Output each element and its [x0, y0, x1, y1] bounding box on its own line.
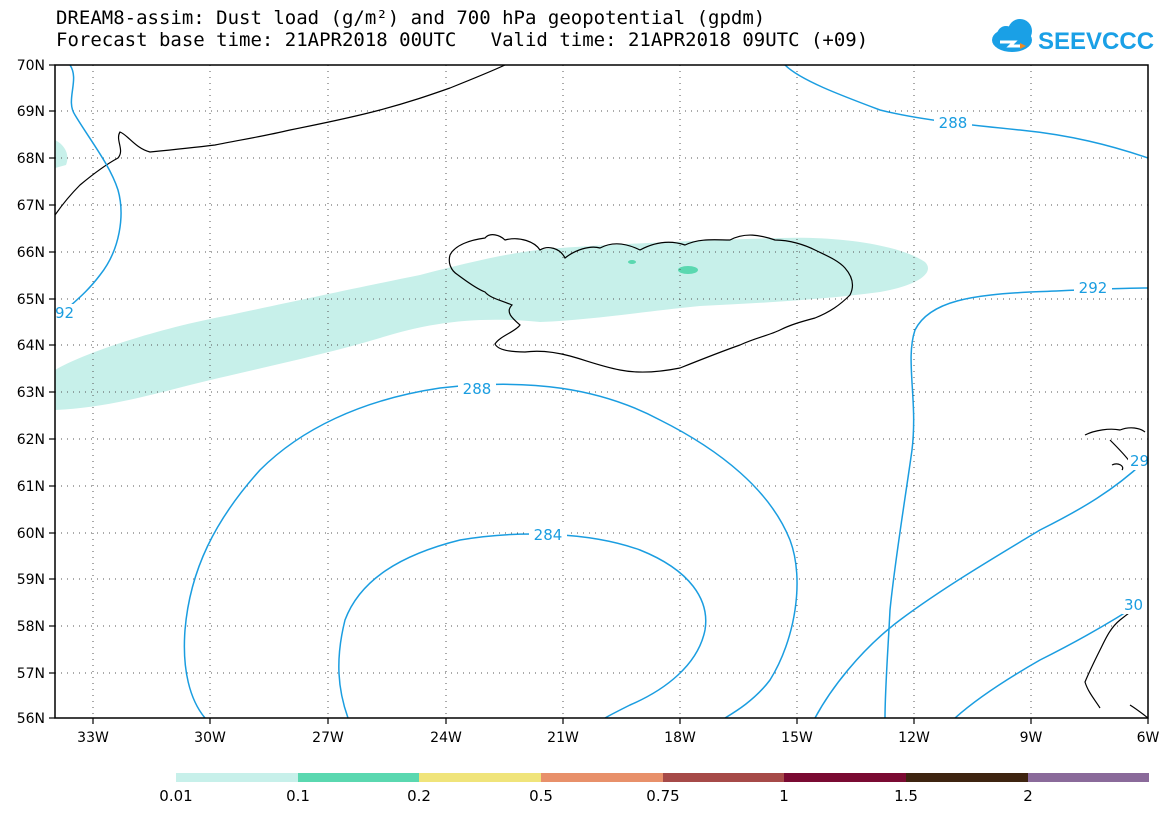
colorbar-segment: [784, 773, 906, 782]
dust-spot-mid-small: [628, 260, 636, 264]
dust-spot-mid: [678, 266, 698, 274]
cloud-icon: [992, 19, 1032, 52]
lat-label: 63N: [17, 385, 45, 401]
lat-label: 58N: [17, 619, 45, 635]
dust-patch-arctic: [55, 140, 68, 168]
lat-label: 68N: [17, 151, 45, 167]
lat-label: 61N: [17, 479, 45, 495]
colorbar-label: 0.75: [646, 787, 679, 805]
contour-label-288-south: 288: [458, 380, 496, 398]
lon-label: 6W: [1137, 730, 1160, 746]
lon-label: 21W: [547, 730, 579, 746]
lat-label: 70N: [17, 58, 45, 74]
svg-text:288: 288: [939, 114, 968, 132]
lon-label: 18W: [664, 730, 696, 746]
contour-label-288-north: 288: [934, 114, 972, 132]
colorbar-label: 2: [1023, 787, 1033, 805]
lat-label: 60N: [17, 526, 45, 542]
lon-label: 15W: [781, 730, 813, 746]
colorbar: 0.01 0.1 0.2 0.5 0.75 1 1.5 2: [159, 773, 1149, 805]
contour-292-west: [55, 65, 122, 321]
lat-label: 62N: [17, 432, 45, 448]
colorbar-segment: [663, 773, 784, 782]
svg-text:30: 30: [1124, 596, 1143, 614]
svg-text:288: 288: [463, 380, 492, 398]
colorbar-label: 1.5: [894, 787, 918, 805]
contour-284: [338, 533, 707, 718]
contour-288-south: [183, 383, 798, 718]
lat-label: 57N: [17, 666, 45, 682]
colorbar-segment: [419, 773, 541, 782]
dust-shading: [55, 140, 928, 410]
contour-label-292-east: 292: [1074, 279, 1112, 297]
map-title: DREAM8-assim: Dust load (g/m²) and 700 h…: [56, 7, 766, 29]
longitude-axis: 33W 30W 27W 24W 21W 18W 15W 12W 9W 6W: [77, 718, 1160, 746]
svg-text:292: 292: [1079, 279, 1108, 297]
lat-label: 67N: [17, 198, 45, 214]
greenland-coast: [55, 65, 506, 216]
svg-text:92: 92: [55, 304, 74, 322]
iceland-coast: [448, 234, 854, 373]
colorbar-label: 1: [779, 787, 789, 805]
colorbar-label: 0.01: [159, 787, 192, 805]
logo-text: SEEVCCC: [1038, 28, 1154, 55]
colorbar-segment: [298, 773, 419, 782]
colorbar-label: 0.1: [286, 787, 310, 805]
lat-label: 66N: [17, 245, 45, 261]
contour-label-292-west: 92: [55, 304, 75, 322]
lon-label: 9W: [1020, 730, 1043, 746]
contour-300: [954, 597, 1148, 718]
colorbar-label: 0.5: [529, 787, 553, 805]
contour-label-284: 284: [529, 526, 567, 544]
lat-label: 69N: [17, 104, 45, 120]
lon-label: 24W: [430, 730, 462, 746]
colorbar-segment: [906, 773, 1028, 782]
latitude-axis: 70N 69N 68N 67N 66N 65N 64N 63N 62N 61N …: [17, 58, 55, 727]
dust-plume-west: [55, 237, 928, 410]
colorbar-segment: [1028, 773, 1149, 782]
dust-hole: [575, 318, 670, 353]
colorbar-segment: [541, 773, 663, 782]
coastlines: [55, 65, 1148, 718]
lat-label: 64N: [17, 338, 45, 354]
contour-label-296: 29: [1128, 452, 1149, 470]
svg-text:29: 29: [1130, 452, 1149, 470]
lon-label: 33W: [77, 730, 109, 746]
forecast-time-line: Forecast base time: 21APR2018 00UTC Vali…: [56, 29, 869, 51]
lat-label: 59N: [17, 572, 45, 588]
lat-label: 56N: [17, 711, 45, 727]
seevccc-logo: SEEVCCC: [992, 19, 1154, 55]
lon-label: 27W: [312, 730, 344, 746]
lon-label: 12W: [898, 730, 930, 746]
grid-lines: [55, 65, 1148, 718]
lat-label: 65N: [17, 292, 45, 308]
contour-296: [814, 457, 1148, 718]
contour-label-300: 30: [1122, 596, 1148, 614]
svg-text:284: 284: [534, 526, 563, 544]
lon-label: 30W: [194, 730, 226, 746]
colorbar-label: 0.2: [407, 787, 431, 805]
colorbar-segment: [176, 773, 298, 782]
contour-292-east: [884, 287, 1148, 718]
